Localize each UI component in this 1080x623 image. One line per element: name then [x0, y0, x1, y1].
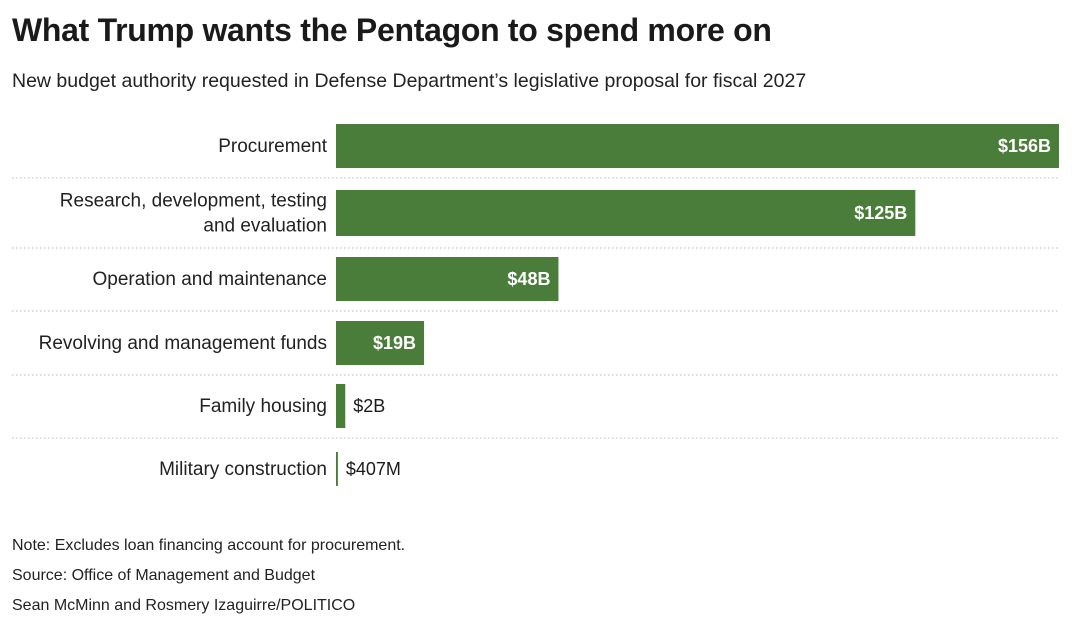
bar-3 — [336, 257, 559, 301]
value-label-4: $19B — [373, 333, 416, 353]
chart-title: What Trump wants the Pentagon to spend m… — [12, 12, 772, 48]
value-label-2: $125B — [854, 203, 907, 223]
category-label-3: Operation and maintenance — [93, 269, 328, 290]
value-label-1: $156B — [998, 136, 1051, 156]
bar-2 — [336, 190, 916, 236]
chart-source: Source: Office of Management and Budget — [12, 567, 316, 584]
category-label-4: Revolving and management funds — [39, 333, 327, 354]
bar-4 — [336, 321, 425, 365]
value-label-5: $2B — [353, 396, 385, 416]
chart-subtitle: New budget authority requested in Defens… — [12, 70, 807, 92]
category-label-5: Family housing — [199, 396, 327, 417]
category-label-1: Procurement — [218, 136, 327, 157]
bar-5 — [336, 384, 346, 428]
category-label-6: Military construction — [159, 459, 327, 480]
chart-credit: Sean McMinn and Rosmery Izaguirre/POLITI… — [12, 597, 356, 614]
chart-note: Note: Excludes loan financing account fo… — [12, 537, 406, 554]
value-label-3: $48B — [507, 269, 550, 289]
category-label-2: Research, development, testing and evalua… — [60, 191, 327, 237]
value-label-6: $407M — [346, 459, 401, 479]
bar-1 — [336, 124, 1059, 168]
bar-6 — [336, 452, 338, 486]
